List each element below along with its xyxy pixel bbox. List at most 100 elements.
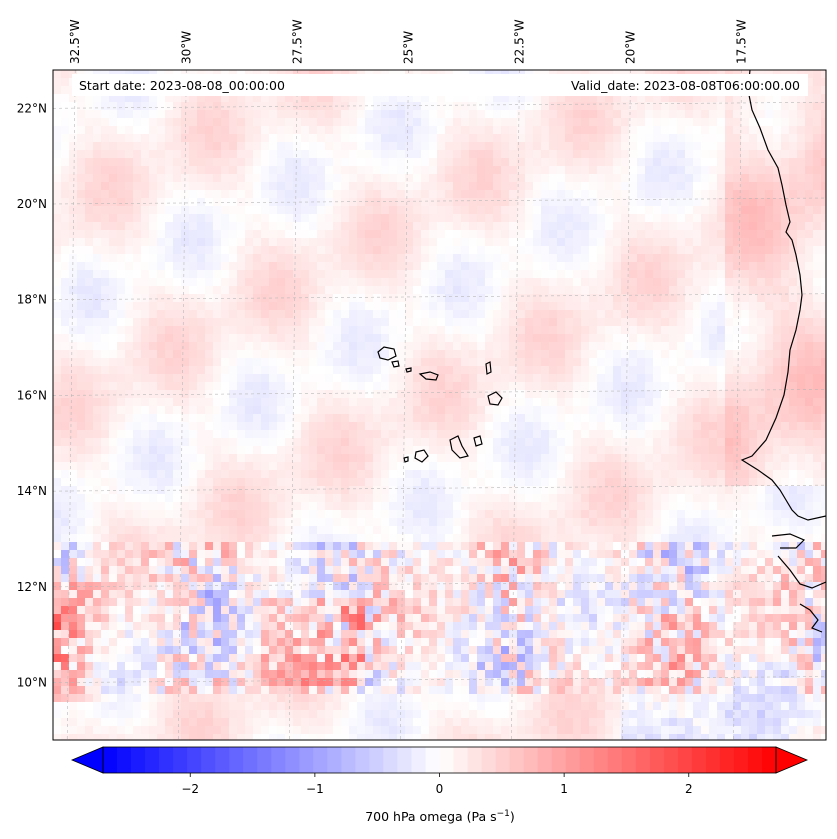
island-sao-nicolau: [418, 371, 439, 381]
colorbar-segment: [257, 747, 272, 773]
colorbar-segment: [551, 747, 567, 773]
colorbar-segment: [173, 747, 188, 773]
lon-tick-label: 22.5°W: [512, 19, 526, 64]
lat-gridline: [53, 580, 826, 588]
lat-gridline: [53, 293, 826, 301]
lat-tick-label: 12°N: [17, 580, 47, 594]
island-boa-vista: [487, 391, 503, 406]
colorbar-segment: [593, 747, 609, 773]
lon-gridline: [511, 70, 520, 740]
colorbar-segment: [313, 747, 328, 773]
island-sao-vicente: [391, 360, 400, 368]
colorbar-segment: [187, 747, 202, 773]
colorbar-segment: [537, 747, 553, 773]
longitude-tick-labels: 32.5°W 30°W 27.5°W 25°W 22.5°W 20°W 17.5°W: [68, 19, 748, 64]
colorbar-segment: [117, 747, 132, 773]
colorbar: −2 −1 0 1 2 700 hPa omega (Pa s−1): [70, 746, 809, 824]
colorbar-segment: [607, 747, 623, 773]
colorbar-segment: [229, 747, 244, 773]
lat-tick-label: 14°N: [17, 484, 47, 498]
colorbar-tick-label: 2: [685, 782, 693, 796]
lon-tick-label: 32.5°W: [68, 19, 82, 64]
colorbar-segment: [579, 747, 595, 773]
colorbar-segment: [621, 747, 637, 773]
lat-gridline: [53, 101, 826, 109]
colorbar-segment: [131, 747, 146, 773]
colorbar-segments: [103, 747, 777, 773]
africa-coastline: [740, 70, 826, 521]
island-santiago: [449, 435, 469, 459]
colorbar-segment: [299, 747, 314, 773]
colorbar-tick-label: −1: [306, 782, 324, 796]
colorbar-segment: [285, 747, 300, 773]
colorbar-segment: [635, 747, 651, 773]
island-santa-luzia: [405, 367, 412, 373]
colorbar-segment: [691, 747, 707, 773]
colorbar-segment: [215, 747, 230, 773]
colorbar-segment: [271, 747, 286, 773]
start-date-label: Start date: 2023-08-08_00:00:00: [79, 78, 285, 93]
lat-gridline: [53, 676, 826, 683]
colorbar-ticks: −2 −1 0 1 2: [181, 773, 693, 796]
date-label-background: [72, 74, 808, 96]
colorbar-segment: [663, 747, 679, 773]
lat-gridline: [53, 484, 826, 492]
lon-gridline: [66, 70, 76, 740]
colorbar-segment: [201, 747, 216, 773]
lat-gridline: [53, 197, 826, 205]
colorbar-segment: [327, 747, 342, 773]
colorbar-extend-high: [775, 746, 809, 774]
colorbar-segment: [159, 747, 174, 773]
colorbar-segment: [383, 747, 398, 773]
island-fogo: [414, 449, 429, 463]
colorbar-segment: [453, 747, 468, 773]
lon-tick-label: 20°W: [624, 31, 638, 64]
colorbar-segment: [369, 747, 384, 773]
colorbar-segment: [761, 747, 777, 773]
colorbar-segment: [677, 747, 693, 773]
colorbar-segment: [439, 747, 454, 773]
omega-field: [53, 70, 826, 740]
colorbar-segment: [705, 747, 721, 773]
guinea-bissau-coast: [777, 555, 826, 589]
island-santo-antao: [377, 346, 397, 361]
gambia-coast: [771, 533, 806, 549]
island-maio: [473, 435, 483, 447]
lat-gridline: [53, 389, 826, 396]
lon-tick-label: 30°W: [179, 31, 193, 64]
colorbar-tick-label: 1: [560, 782, 568, 796]
lon-gridline: [177, 70, 187, 740]
gridlines: [53, 70, 826, 740]
colorbar-segment: [397, 747, 412, 773]
lon-tick-label: 25°W: [401, 31, 415, 64]
lat-tick-label: 18°N: [17, 293, 47, 307]
latitude-tick-labels: 22°N 20°N 18°N 16°N 14°N 12°N 10°N: [17, 101, 47, 689]
lon-gridline: [289, 70, 298, 740]
colorbar-segment: [523, 747, 539, 773]
colorbar-segment: [467, 747, 482, 773]
colorbar-segment: [145, 747, 160, 773]
lon-gridline: [400, 70, 409, 740]
lon-tick-label: 17.5°W: [735, 19, 749, 64]
lon-gridline: [733, 70, 742, 740]
colorbar-tick-label: 0: [436, 782, 444, 796]
lat-tick-label: 20°N: [17, 197, 47, 211]
island-brava: [403, 456, 409, 463]
colorbar-segment: [649, 747, 665, 773]
map-frame: [52, 69, 827, 741]
colorbar-tick-label: −2: [181, 782, 199, 796]
colorbar-segment: [411, 747, 426, 773]
colorbar-segment: [425, 747, 440, 773]
guinea-islands: [799, 603, 823, 633]
colorbar-segment: [733, 747, 749, 773]
island-sal: [485, 361, 492, 375]
lon-tick-label: 27.5°W: [290, 19, 304, 64]
lon-gridline: [622, 70, 631, 740]
colorbar-label: 700 hPa omega (Pa s−1): [365, 809, 515, 824]
coastlines: [377, 70, 826, 633]
colorbar-segment: [495, 747, 511, 773]
colorbar-segment: [481, 747, 496, 773]
lat-tick-label: 16°N: [17, 388, 47, 402]
lat-tick-label: 22°N: [17, 101, 47, 115]
